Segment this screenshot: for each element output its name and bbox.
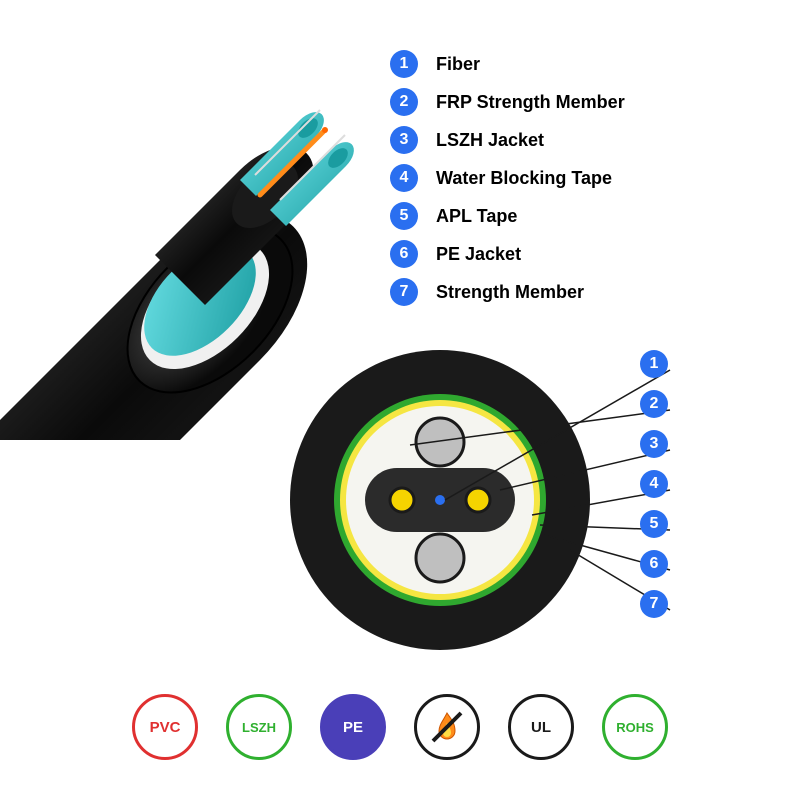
legend-label: Water Blocking Tape xyxy=(436,168,612,189)
legend-item: 1 Fiber xyxy=(390,50,625,78)
legend-item: 3 LSZH Jacket xyxy=(390,126,625,154)
legend-badge: 3 xyxy=(390,126,418,154)
legend-label: FRP Strength Member xyxy=(436,92,625,113)
cross-section-diagram xyxy=(280,340,600,660)
legend-item: 4 Water Blocking Tape xyxy=(390,164,625,192)
legend-badge: 2 xyxy=(390,88,418,116)
cert-rohs-icon: ROHS xyxy=(602,694,668,760)
cert-pe-icon: PE xyxy=(320,694,386,760)
legend-label: PE Jacket xyxy=(436,244,521,265)
legend-item: 7 Strength Member xyxy=(390,278,625,306)
cert-ul-icon: UL xyxy=(508,694,574,760)
legend-label: Strength Member xyxy=(436,282,584,303)
cert-lszh-icon: LSZH xyxy=(226,694,292,760)
legend-item: 6 PE Jacket xyxy=(390,240,625,268)
legend-badge: 5 xyxy=(390,202,418,230)
callout-badge: 6 xyxy=(640,550,668,578)
legend-item: 5 APL Tape xyxy=(390,202,625,230)
callout-badge-column: 1 2 3 4 5 6 7 xyxy=(640,350,686,630)
callout-badge: 3 xyxy=(640,430,668,458)
legend-label: APL Tape xyxy=(436,206,517,227)
legend-badge: 4 xyxy=(390,164,418,192)
legend-label: LSZH Jacket xyxy=(436,130,544,151)
cert-fire-icon xyxy=(414,694,480,760)
cert-pvc-icon: PVC xyxy=(132,694,198,760)
callout-badge: 4 xyxy=(640,470,668,498)
callout-badge: 7 xyxy=(640,590,668,618)
certification-row: PVC LSZH PE UL ROHS xyxy=(0,694,800,760)
legend-badge: 6 xyxy=(390,240,418,268)
legend-badge: 7 xyxy=(390,278,418,306)
legend-list: 1 Fiber 2 FRP Strength Member 3 LSZH Jacket 4W… xyxy=(390,50,625,316)
callout-badge: 1 xyxy=(640,350,668,378)
callout-badge: 5 xyxy=(640,510,668,538)
legend-badge: 1 xyxy=(390,50,418,78)
callout-badge: 2 xyxy=(640,390,668,418)
legend-label: Fiber xyxy=(436,54,480,75)
legend-item: 2 FRP Strength Member xyxy=(390,88,625,116)
